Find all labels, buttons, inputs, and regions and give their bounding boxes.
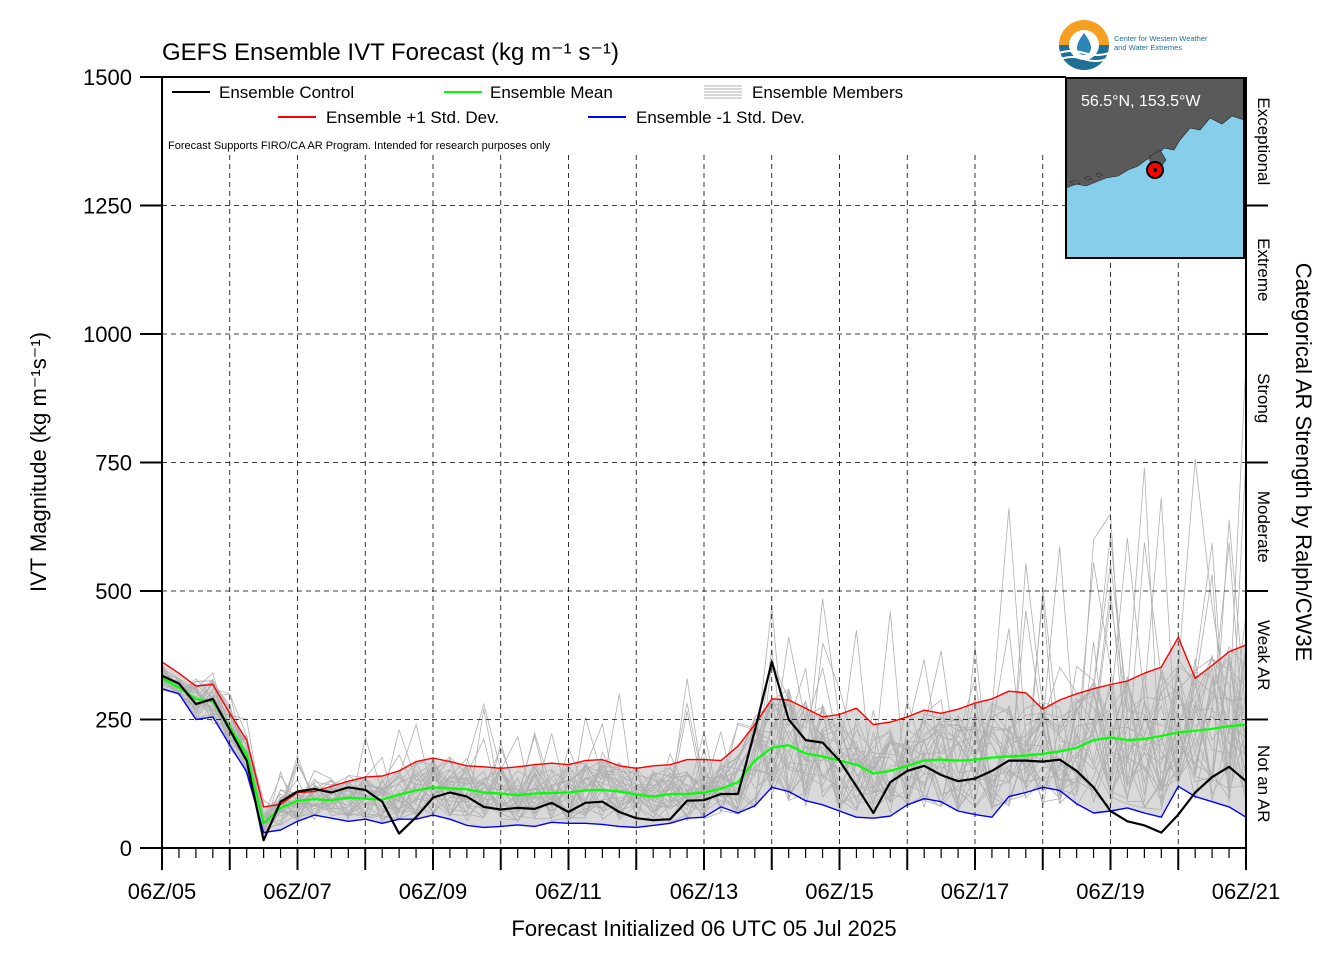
x-tick-label: 06Z/19 [1076,879,1145,904]
category-label: Moderate [1254,491,1273,563]
legend-swatch-members [704,85,742,99]
x-tick-label: 06Z/17 [941,879,1010,904]
y-tick-label: 0 [120,836,132,861]
category-label: Not an AR [1254,745,1273,823]
series-line-ensemble-mean [162,677,1246,825]
logo-text: Center for Western Weather and Water Ext… [1114,34,1208,52]
ensemble-member-line [162,598,1246,828]
ensemble-member-line [162,574,1246,821]
ensemble-member-line [162,457,1246,832]
y-tick-label: 500 [95,579,132,604]
legend: Ensemble Control Ensemble Mean Ensemble … [168,83,903,152]
chart-title: GEFS Ensemble IVT Forecast (kg m⁻¹ s⁻¹) [162,39,619,66]
x-tick-label: 06Z/21 [1212,879,1281,904]
right-axis-label: Categorical AR Strength by Ralph/CW3E [1291,263,1316,662]
ensemble-member-line [162,542,1246,836]
legend-label-mean: Ensemble Mean [490,83,613,102]
y-tick-label: 1500 [83,65,132,90]
x-tick-label: 06Z/11 [535,879,602,904]
y-tick-label: 250 [95,708,132,733]
ensemble-member-line [162,534,1246,817]
y-axis-label: IVT Magnitude (kg m⁻¹s⁻¹) [26,332,51,592]
cw3e-logo: Center for Western Weather and Water Ext… [1056,18,1246,76]
grid [162,155,1246,848]
ensemble-member-line [162,657,1246,834]
x-axis-label: Forecast Initialized 06 UTC 05 Jul 2025 [511,916,896,941]
ensemble-member-line [162,646,1246,826]
series-line-ensemble-control [162,660,1246,842]
x-tick-label: 06Z/13 [670,879,739,904]
ensemble-member-line [162,645,1246,822]
series-line-ensemble-1-std-dev [162,688,1246,834]
ensemble-member-line [162,459,1246,822]
ensemble-member-line [162,497,1246,835]
series-lines [162,636,1246,842]
y-tick-label: 750 [95,451,132,476]
category-label: Strong [1254,373,1273,423]
x-tick-label: 06Z/09 [399,879,468,904]
category-axis: Not an AR Weak AR Moderate Strong Extreme Exc… [1246,97,1273,823]
ensemble-member-line [162,519,1246,825]
series-line-ensemble-1-std-dev [162,636,1246,808]
category-label: Exceptional [1254,97,1273,185]
ensemble-members [162,361,1246,836]
x-tick-label: 06Z/15 [805,879,874,904]
research-note: Forecast Supports FIRO/CA AR Program. In… [168,140,551,152]
legend-label-members: Ensemble Members [752,83,903,102]
x-tick-label: 06Z/05 [128,879,197,904]
legend-label-plus-sd: Ensemble +1 Std. Dev. [326,108,499,127]
inset-location-label: 56.5°N, 153.5°W [1081,93,1201,110]
logo-text-line2: and Water Extremes [1114,43,1183,52]
ensemble-member-line [162,658,1246,821]
inset-frame [1065,77,1245,259]
y-tick-label: 1250 [83,194,132,219]
inset-island-chain [1069,172,1104,186]
logo-text-line1: Center for Western Weather [1114,34,1208,43]
inset-map: 56.5°N, 153.5°W [1065,77,1245,259]
category-label: Extreme [1254,238,1273,301]
ensemble-member-line [162,601,1246,826]
ensemble-member-line [162,467,1246,822]
ensemble-member-line [162,683,1246,833]
x-tick-label: 06Z/07 [263,879,332,904]
ensemble-member-line [162,641,1246,831]
y-tick-label: 1000 [83,322,132,347]
category-label: Weak AR [1254,620,1273,691]
legend-label-control: Ensemble Control [219,83,354,102]
legend-label-minus-sd: Ensemble -1 Std. Dev. [636,108,805,127]
cw3e-water-drop-icon [1058,20,1110,70]
ensemble-member-line [162,542,1246,822]
